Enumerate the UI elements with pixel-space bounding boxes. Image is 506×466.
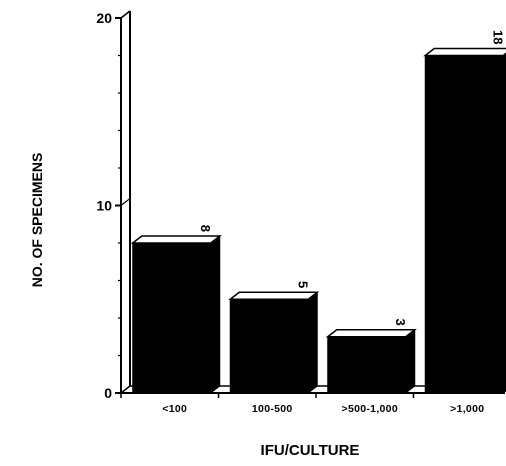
bar-top [325, 329, 417, 338]
bar-side [210, 234, 221, 395]
y-tick-label: 20 [96, 10, 112, 26]
y-tick-depth [120, 10, 131, 19]
x-tick-label: 100-500 [252, 403, 293, 415]
bar [132, 242, 212, 394]
x-tick-label: <100 [162, 403, 187, 415]
y-tick-label: 10 [96, 198, 112, 214]
bar-top [423, 47, 506, 57]
x-tick-label: >1,000 [450, 403, 484, 415]
bar-data-labels: 8 5 3 18 [198, 30, 506, 326]
bar-side [307, 291, 318, 395]
bar-data-label: 5 [295, 281, 310, 288]
y-tick-label: 0 [104, 385, 112, 401]
bar [327, 336, 407, 394]
bar-data-label: 18 [490, 30, 505, 44]
bar-side [405, 328, 416, 395]
x-tick-label: >500-1,000 [342, 403, 398, 415]
bar-top [228, 291, 320, 300]
x-axis-label: IFU/CULTURE [261, 442, 360, 459]
x-axis-category-labels: <100 100-500 >500-1,000 >1,000 [120, 393, 484, 415]
bar-data-label: 8 [198, 225, 213, 232]
y-tick-depth [120, 198, 131, 206]
y-tick-depth [120, 385, 131, 394]
bar-top [130, 235, 222, 244]
chart-bars [130, 47, 506, 395]
bar [424, 55, 504, 394]
y-axis-ticks: 0 10 20 [96, 10, 131, 401]
bar [229, 298, 309, 394]
bar-data-label: 3 [393, 319, 408, 326]
y-axis-label: NO. OF SPECIMENS [29, 153, 45, 288]
